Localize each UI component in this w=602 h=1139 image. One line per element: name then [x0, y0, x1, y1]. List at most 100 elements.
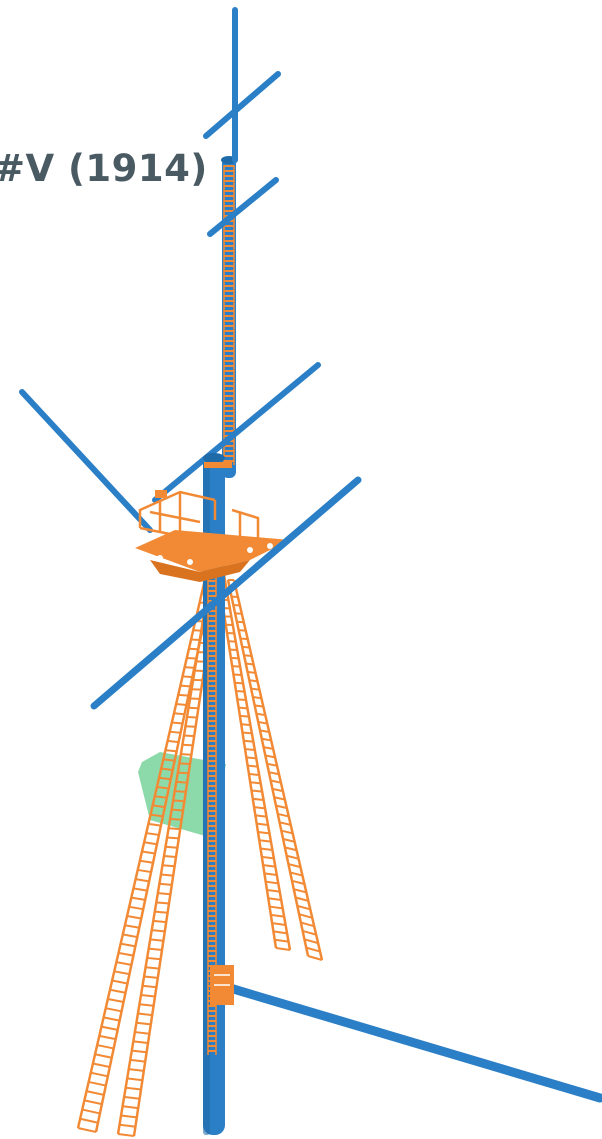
ladder-rung — [140, 994, 156, 998]
ladder-rung — [261, 855, 274, 860]
ladder-rung — [255, 814, 267, 818]
ladder-rung — [107, 997, 124, 1004]
ladder-rung — [282, 838, 295, 843]
ladder-rung — [242, 731, 252, 735]
ladder-rung — [82, 1108, 101, 1115]
ladder-rung — [182, 743, 193, 747]
mast-ladder — [208, 560, 216, 1055]
ladder-rung — [254, 704, 264, 708]
ladder-rung — [251, 789, 263, 793]
ladder-rung — [139, 1003, 154, 1007]
ladder-rung — [295, 896, 309, 902]
ladder-rung — [127, 1077, 143, 1082]
ladder-rung — [291, 879, 305, 885]
ladder-rung — [118, 951, 134, 957]
ladder-rung — [169, 730, 181, 734]
ladder-rung — [288, 863, 301, 869]
ladder-rung — [154, 910, 168, 914]
ladder-rung — [300, 921, 315, 928]
ladder-rung — [304, 938, 319, 945]
ladder-rung — [275, 804, 288, 809]
ladder-rung — [109, 988, 126, 994]
ladder-rung — [186, 656, 197, 660]
ladder-rung — [99, 1034, 116, 1041]
ladder-rung — [305, 946, 321, 953]
ladder-rung — [153, 919, 167, 924]
ladder-rung — [269, 905, 283, 910]
topsail-yard — [152, 362, 321, 503]
ladder-rung — [146, 832, 160, 836]
ladder-rung — [182, 675, 193, 679]
boom-fitting — [210, 965, 234, 1005]
ladder-rung — [167, 739, 179, 744]
ladder-rung — [116, 961, 132, 966]
ladder-rung — [302, 929, 317, 936]
ladder-rung — [188, 647, 199, 651]
ladder-rung — [247, 670, 256, 674]
ladder-rung — [88, 1080, 107, 1087]
ladder-rung — [256, 712, 266, 717]
ladder-rung — [79, 1117, 99, 1124]
ladder-rung — [253, 806, 266, 810]
ladder-rung — [277, 812, 289, 818]
ladder-rung — [162, 864, 175, 868]
ladder-rung — [258, 721, 268, 725]
ladder-rung — [150, 938, 164, 942]
ladder-rung — [136, 1021, 151, 1026]
ladder-rung — [143, 841, 158, 846]
ladder-rung — [163, 758, 175, 762]
ladder-rung — [273, 930, 288, 935]
ladder-rung — [268, 771, 280, 776]
ladder-rung — [122, 933, 138, 939]
ladder-rung — [158, 776, 171, 781]
ladder-rung — [141, 850, 156, 855]
ladder-rung — [238, 706, 248, 710]
mast-caption: #V (1914) — [0, 147, 208, 190]
ladder-rung — [270, 779, 282, 784]
ladder-rung — [238, 629, 246, 632]
ladder-rung — [235, 690, 245, 693]
ladder-rung — [264, 872, 277, 876]
main-yard — [90, 476, 362, 710]
ladder-rung — [274, 796, 286, 801]
ladder-rung — [178, 693, 189, 697]
ladder-rung — [262, 864, 276, 868]
ladder-rung — [124, 924, 140, 929]
rope-ladder-right — [216, 574, 324, 961]
ladder-rung — [179, 762, 191, 765]
ladder-rung — [96, 1044, 114, 1050]
ladder-rung — [279, 821, 291, 826]
ladder-rung — [170, 817, 182, 821]
ladder-rung — [126, 915, 142, 920]
ladder-rung — [265, 754, 276, 759]
ladder-rung — [180, 684, 191, 688]
ladder-rung — [286, 854, 299, 860]
crossjack-left — [19, 389, 153, 533]
ladder-rung — [307, 955, 323, 961]
ladder-rung — [135, 878, 150, 883]
ladder-rung — [166, 836, 179, 840]
ladder-rung — [252, 797, 264, 801]
ladder-rung — [263, 746, 274, 750]
ladder-rung — [186, 716, 198, 719]
ladder-rung — [266, 762, 278, 767]
ladder-rung — [157, 892, 171, 896]
topmast-ladder — [224, 165, 234, 465]
ladder-rung — [244, 748, 255, 751]
ladder-rung — [137, 868, 152, 874]
ladder-rung — [247, 764, 258, 768]
ladder-rung — [84, 1099, 103, 1106]
ladder-rung — [271, 922, 286, 926]
ladder-rung — [143, 975, 158, 979]
ladder-rung — [133, 1040, 149, 1044]
ladder-rung — [293, 888, 307, 894]
ladder-rung — [137, 1012, 153, 1017]
ladder-rung — [130, 1058, 146, 1063]
ladder-rung — [129, 905, 144, 911]
ladder-rung — [142, 984, 157, 989]
ladder-rung — [176, 703, 187, 706]
ladder-rung — [131, 1049, 147, 1054]
ladder-rung — [90, 1071, 109, 1078]
boom — [225, 983, 602, 1103]
ladder-rung — [177, 771, 189, 775]
